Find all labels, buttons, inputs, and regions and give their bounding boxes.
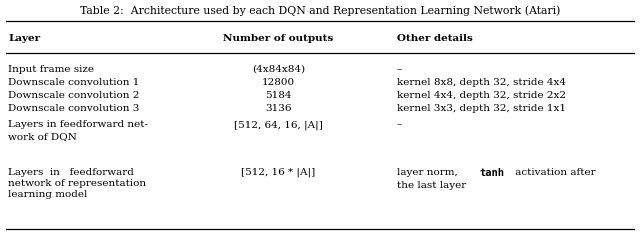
Text: [512, 16 * |A|]: [512, 16 * |A|] [241, 168, 316, 177]
Text: kernel 8x8, depth 32, stride 4x4: kernel 8x8, depth 32, stride 4x4 [397, 78, 566, 87]
Text: Input frame size: Input frame size [8, 65, 94, 74]
Text: Downscale convolution 1: Downscale convolution 1 [8, 78, 140, 87]
Text: kernel 3x3, depth 32, stride 1x1: kernel 3x3, depth 32, stride 1x1 [397, 104, 566, 113]
Text: 3136: 3136 [265, 104, 292, 113]
Text: activation after: activation after [511, 168, 595, 177]
Text: Downscale convolution 2: Downscale convolution 2 [8, 91, 140, 100]
Text: –: – [397, 120, 402, 129]
Text: Layer: Layer [8, 34, 40, 43]
Text: kernel 4x4, depth 32, stride 2x2: kernel 4x4, depth 32, stride 2x2 [397, 91, 566, 100]
Text: 12800: 12800 [262, 78, 295, 87]
Text: Table 2:  Architecture used by each DQN and Representation Learning Network (Ata: Table 2: Architecture used by each DQN a… [80, 6, 560, 17]
Text: layer norm,: layer norm, [397, 168, 461, 177]
Text: Layers in feedforward net-
work of DQN: Layers in feedforward net- work of DQN [8, 120, 148, 141]
Text: [512, 64, 16, |A|]: [512, 64, 16, |A|] [234, 120, 323, 130]
Text: (4x84x84): (4x84x84) [252, 65, 305, 74]
Text: 5184: 5184 [265, 91, 292, 100]
Text: Number of outputs: Number of outputs [223, 34, 333, 43]
Text: Other details: Other details [397, 34, 472, 43]
Text: Downscale convolution 3: Downscale convolution 3 [8, 104, 140, 113]
Text: the last layer: the last layer [397, 181, 466, 190]
Text: –: – [397, 65, 402, 74]
Text: Layers  in   feedforward
network of representation
learning model: Layers in feedforward network of represe… [8, 168, 147, 199]
Text: tanh: tanh [479, 168, 504, 177]
